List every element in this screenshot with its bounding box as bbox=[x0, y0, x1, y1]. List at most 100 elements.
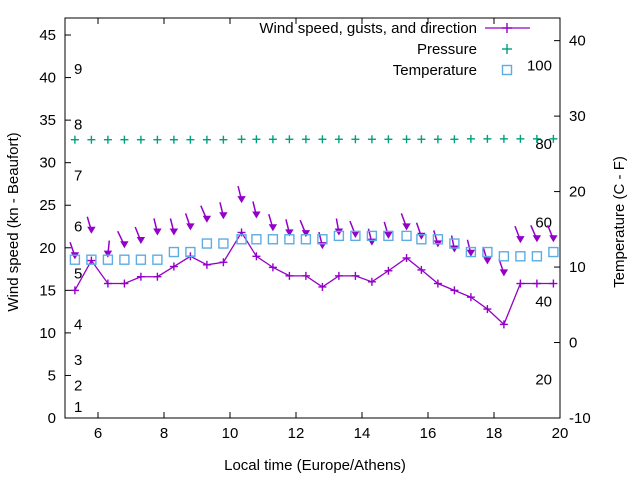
beaufort-label: 5 bbox=[74, 265, 82, 282]
fahrenheit-label: 20 bbox=[535, 372, 552, 389]
series-2 bbox=[69, 230, 559, 265]
square-marker bbox=[432, 234, 444, 245]
square-marker bbox=[300, 234, 312, 245]
y2-tick-label: 10 bbox=[569, 259, 586, 276]
square-marker bbox=[465, 246, 477, 258]
square-marker bbox=[135, 254, 147, 265]
y-tick-label: 35 bbox=[39, 112, 56, 129]
arrow-head bbox=[103, 250, 113, 258]
x-tick-label: 10 bbox=[222, 425, 239, 442]
y2-tick-label: 30 bbox=[569, 108, 586, 125]
legend-label: Temperature bbox=[393, 62, 477, 79]
square-marker bbox=[501, 64, 513, 76]
arrow-head bbox=[466, 249, 476, 257]
square-marker bbox=[218, 238, 229, 249]
square-marker bbox=[236, 234, 247, 245]
x-tick-label: 20 bbox=[552, 425, 569, 442]
y2-tick-label: 40 bbox=[569, 33, 586, 50]
y-tick-label: 30 bbox=[39, 155, 56, 172]
y2-axis-title: Temperature (C - F) bbox=[611, 156, 628, 288]
beaufort-label: 3 bbox=[74, 352, 82, 369]
square-marker bbox=[317, 234, 328, 245]
square-marker bbox=[531, 251, 543, 262]
arrow-head bbox=[87, 226, 96, 234]
y-tick-label: 0 bbox=[48, 410, 56, 427]
square-marker bbox=[152, 254, 163, 265]
square-marker bbox=[102, 254, 114, 265]
arrow-head bbox=[285, 229, 294, 237]
square-marker bbox=[482, 246, 493, 258]
arrow-head bbox=[136, 236, 146, 244]
y2-tick-label: 0 bbox=[569, 335, 577, 352]
arrow-head bbox=[483, 257, 492, 265]
y-axis-title: Wind speed (kn - Beaufort) bbox=[5, 132, 22, 311]
beaufort-label: 7 bbox=[74, 167, 82, 184]
x-axis-title: Local time (Europe/Athens) bbox=[224, 457, 406, 474]
y-axis-ticks: 0 5 10 15 20 25 30 35 40 45 bbox=[39, 27, 71, 427]
arrow-head bbox=[351, 231, 360, 239]
arrow-head bbox=[219, 212, 228, 220]
y-tick-label: 45 bbox=[39, 27, 56, 44]
x-tick-label: 18 bbox=[486, 425, 503, 442]
x-axis-ticks: 6 8 10 12 14 16 18 20 bbox=[94, 18, 569, 442]
arrow-head bbox=[384, 231, 393, 239]
series-line bbox=[74, 231, 554, 326]
beaufort-scale-labels: 1 2 3 4 5 6 7 8 9 bbox=[74, 61, 82, 416]
square-marker bbox=[86, 254, 97, 265]
square-marker bbox=[416, 234, 427, 245]
x-tick-label: 12 bbox=[288, 425, 305, 442]
beaufort-label: 9 bbox=[74, 61, 82, 78]
y2-tick-label: -10 bbox=[569, 410, 591, 427]
fahrenheit-label: 40 bbox=[535, 293, 552, 310]
x-tick-label: 8 bbox=[160, 425, 168, 442]
arrow-head bbox=[120, 241, 129, 249]
plot-frame bbox=[64, 17, 561, 419]
arrow-head bbox=[202, 215, 212, 223]
y2-axis-ticks: -10 0 10 20 30 40 bbox=[554, 33, 591, 427]
arrow-head bbox=[516, 236, 525, 244]
fahrenheit-label: 80 bbox=[535, 136, 552, 153]
square-marker bbox=[185, 246, 196, 258]
beaufort-label: 2 bbox=[74, 378, 82, 395]
square-marker bbox=[449, 238, 460, 249]
square-marker bbox=[251, 234, 262, 245]
square-marker bbox=[168, 246, 180, 258]
square-marker bbox=[267, 234, 279, 245]
square-marker bbox=[383, 230, 394, 242]
arrow-head bbox=[153, 228, 162, 236]
legend-label: Pressure bbox=[417, 41, 477, 58]
square-marker bbox=[119, 254, 130, 265]
square-marker bbox=[548, 246, 559, 258]
square-marker bbox=[515, 251, 526, 262]
square-marker bbox=[350, 230, 361, 242]
square-marker bbox=[333, 230, 345, 242]
series-0 bbox=[70, 228, 558, 329]
beaufort-label: 4 bbox=[74, 316, 82, 333]
square-marker bbox=[201, 238, 213, 249]
beaufort-label: 1 bbox=[74, 399, 82, 416]
legend-label: Wind speed, gusts, and direction bbox=[259, 20, 477, 37]
square-marker bbox=[69, 254, 81, 265]
square-marker bbox=[401, 230, 412, 242]
arrow-head bbox=[301, 230, 311, 238]
arrow-head bbox=[186, 223, 195, 231]
arrow-head bbox=[499, 269, 509, 277]
x-tick-label: 14 bbox=[354, 425, 371, 442]
y-tick-label: 25 bbox=[39, 197, 56, 214]
chart-legend: Wind speed, gusts, and direction Pressure… bbox=[259, 20, 530, 79]
square-marker bbox=[498, 251, 510, 262]
arrow-head bbox=[237, 196, 246, 204]
arrow-head bbox=[417, 232, 426, 240]
arrow-head bbox=[169, 228, 179, 236]
plot-border bbox=[64, 17, 561, 419]
beaufort-label: 6 bbox=[74, 219, 82, 236]
arrow-head bbox=[268, 224, 278, 232]
square-marker bbox=[366, 230, 378, 242]
y-tick-label: 10 bbox=[39, 325, 56, 342]
series-1 bbox=[69, 185, 558, 277]
arrow-head bbox=[532, 235, 542, 243]
x-tick-label: 6 bbox=[94, 425, 102, 442]
